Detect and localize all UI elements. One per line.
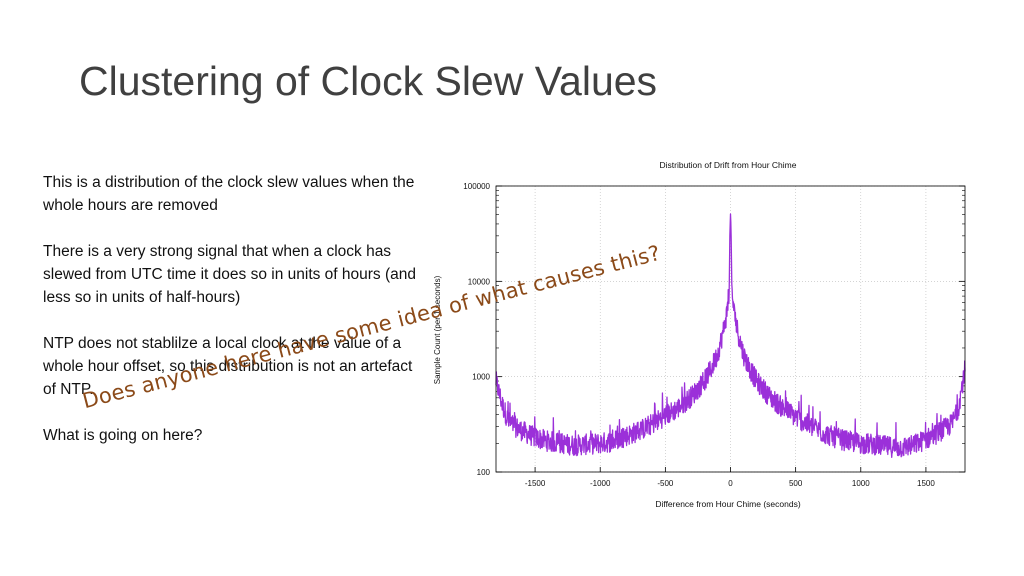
chart-ylabel: Sample Count (per 1 seconds) [433,275,442,384]
y-tick-label: 10000 [468,277,491,286]
plot-frame [495,185,966,473]
paragraph-strong-signal: There is a very strong signal that when … [43,243,417,306]
paragraph-distribution: This is a distribution of the clock slew… [43,174,415,214]
x-tick-label: -1500 [525,479,546,488]
x-tick-label: 500 [789,479,803,488]
paragraph-question: What is going on here? [43,427,203,444]
y-tick-label: 100000 [463,182,490,191]
y-tick-label: 1000 [472,373,490,382]
x-tick-label: -1000 [590,479,611,488]
x-tick-label: 1500 [917,479,935,488]
chart-title: Distribution of Drift from Hour Chime [660,160,797,170]
chart-xlabel: Difference from Hour Chime (seconds) [655,499,801,509]
x-tick-label: 0 [728,479,733,488]
x-tick-label: 1000 [852,479,870,488]
slide-body: This is a distribution of the clock slew… [43,171,423,470]
paragraph-ntp: NTP does not stablilze a local clock at … [43,335,413,398]
y-tick-label: 100 [477,468,491,477]
x-tick-label: -500 [657,479,674,488]
series-line [495,213,966,459]
slide-title: Clustering of Clock Slew Values [79,58,658,104]
drift-chart: Distribution of Drift from Hour Chime Di… [425,152,985,512]
drift-chart-svg: Distribution of Drift from Hour Chime Di… [433,160,966,509]
